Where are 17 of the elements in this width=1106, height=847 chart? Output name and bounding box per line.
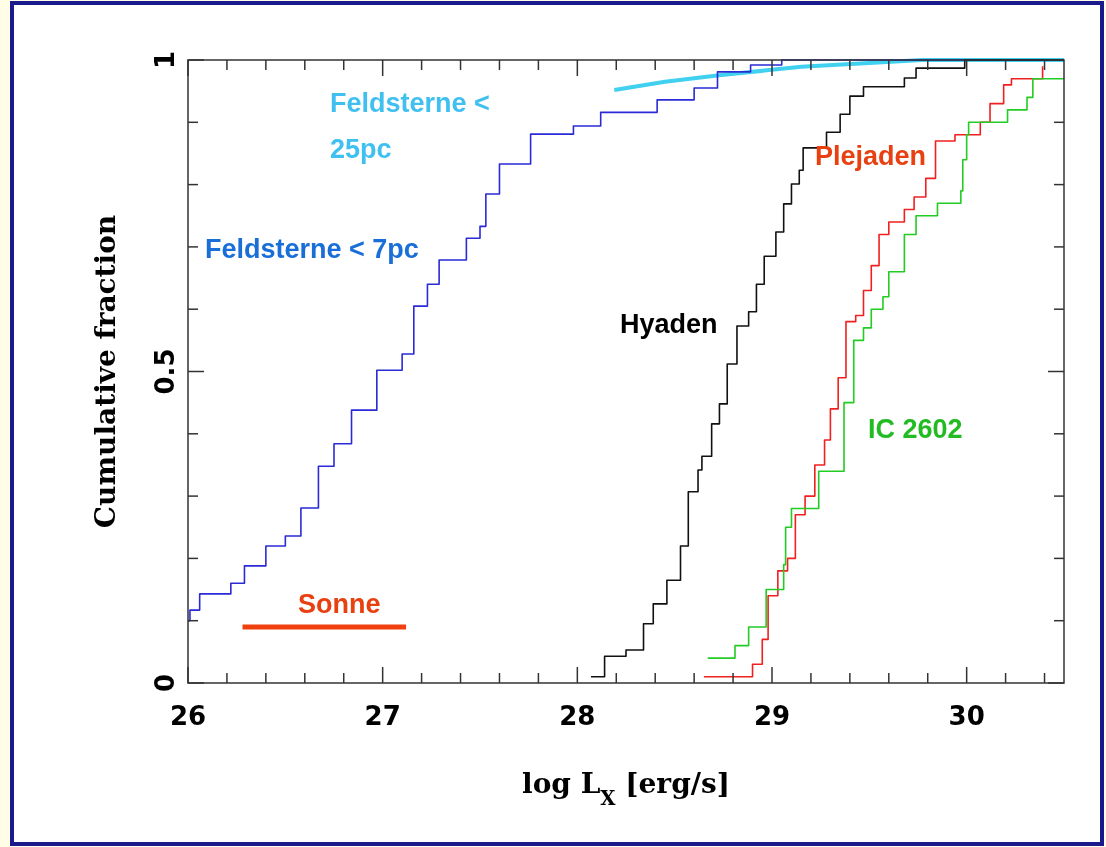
- x-axis-title: log L$_{X}$ [erg/s]: [522, 767, 730, 810]
- series-label: Sonne: [298, 589, 381, 619]
- x-tick-label: 28: [559, 701, 596, 731]
- y-tick-label: 0: [150, 673, 180, 693]
- series-label: Hyaden: [620, 309, 718, 339]
- series-label: Plejaden: [815, 141, 927, 171]
- x-tick-label: 30: [948, 701, 985, 731]
- series-label: IC 2602: [868, 414, 963, 444]
- text: Feldsterne < 25pc: [330, 88, 490, 164]
- line-series: [612, 58, 1066, 92]
- y-axis-title: Cumulative fraction: [89, 214, 122, 529]
- y-tick-label: 0.5: [150, 348, 180, 395]
- x-tick-label: 26: [169, 701, 207, 731]
- series-label: Feldsterne < 7pc: [205, 234, 419, 264]
- x-tick-label: 29: [753, 701, 791, 731]
- x-tick-label: 27: [364, 701, 401, 731]
- y-tick-label: 1: [150, 50, 180, 70]
